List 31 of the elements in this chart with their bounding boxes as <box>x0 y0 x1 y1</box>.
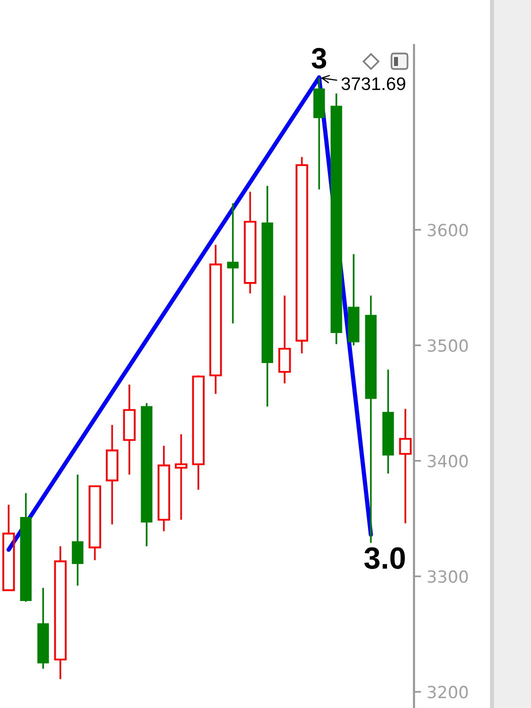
y-tick-label: 3600 <box>428 224 468 236</box>
annotation: 3 <box>312 48 326 69</box>
candlestick <box>37 587 49 670</box>
candlestick <box>2 504 15 592</box>
candlestick <box>209 244 222 395</box>
annotation: 3731.69 <box>342 77 406 90</box>
candlestick <box>192 374 205 491</box>
candlestick <box>54 545 67 680</box>
candlestick <box>348 253 360 346</box>
candlestick <box>365 294 377 544</box>
candlestick <box>158 444 170 532</box>
candlestick <box>106 424 118 526</box>
candlestick <box>278 294 291 384</box>
candlestick <box>140 402 152 548</box>
candlestick <box>72 474 84 586</box>
y-tick-label: 3300 <box>428 570 468 583</box>
candlestick <box>88 485 102 561</box>
candlestick <box>262 185 274 408</box>
candlestick <box>382 368 394 474</box>
annotation: 3.0 <box>364 547 405 569</box>
candlestick <box>123 384 136 476</box>
candlestick <box>20 492 32 603</box>
y-tick-label: 3200 <box>428 686 468 698</box>
y-tick-label: 3400 <box>428 454 468 468</box>
y-tick-label: 3500 <box>428 339 468 352</box>
candlestick <box>296 156 308 354</box>
candlestick <box>330 92 342 345</box>
candlestick <box>227 202 239 324</box>
candlestick <box>244 190 256 294</box>
candlestick <box>174 433 188 521</box>
candlestick <box>399 408 412 524</box>
